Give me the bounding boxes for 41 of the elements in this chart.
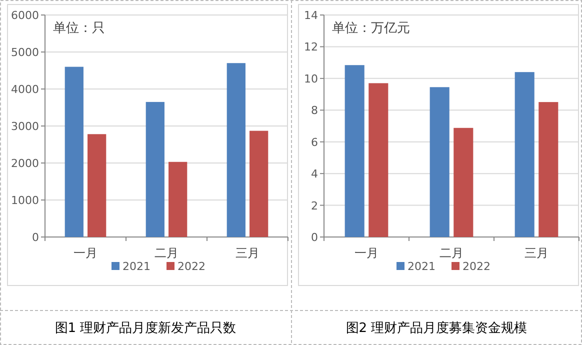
y-tick-label: 6000 — [11, 9, 39, 22]
x-tick-label: 二月 — [154, 246, 178, 260]
bar — [454, 128, 474, 237]
y-tick-label: 0 — [32, 231, 39, 244]
y-tick-label: 2 — [311, 199, 318, 212]
legend-label: 2022 — [462, 260, 490, 273]
y-tick-label: 0 — [311, 231, 318, 244]
y-tick-label: 5000 — [11, 46, 39, 59]
x-tick-label: 一月 — [354, 246, 378, 260]
y-tick-label: 4 — [311, 168, 318, 181]
legend-label: 2021 — [408, 260, 436, 273]
bar — [514, 72, 534, 237]
bar — [368, 83, 388, 237]
text: 图2 理财产品月度募集资金规模 — [346, 320, 528, 336]
x-tick-label: 二月 — [440, 246, 464, 260]
bar — [168, 162, 188, 237]
legend-label: 2022 — [178, 260, 206, 273]
bar — [344, 65, 364, 237]
y-tick-label: 2000 — [11, 157, 39, 170]
x-tick-label: 三月 — [524, 246, 548, 260]
bar — [146, 102, 164, 237]
x-tick-label: 三月 — [236, 246, 260, 260]
y-tick-label: 14 — [304, 9, 318, 22]
y-tick-label: 10 — [304, 72, 318, 86]
bar — [88, 134, 106, 237]
annotation: 单位：只 — [53, 21, 105, 36]
x-tick-label: 一月 — [74, 246, 98, 260]
bar — [226, 63, 246, 237]
y-tick-label: 8 — [311, 104, 318, 118]
annotation: 单位：万亿元 — [332, 21, 410, 36]
legend-label: 2021 — [122, 260, 150, 273]
bar — [250, 130, 268, 237]
text: 图1 理财产品月度新发产品只数 — [54, 320, 236, 336]
y-tick-label: 1000 — [11, 194, 39, 207]
bar — [64, 66, 84, 237]
bar — [538, 102, 558, 237]
y-tick-label: 3000 — [11, 120, 39, 133]
bar — [430, 87, 450, 237]
y-tick-label: 12 — [304, 40, 318, 54]
y-tick-label: 4000 — [11, 83, 39, 96]
y-tick-label: 6 — [311, 136, 318, 149]
